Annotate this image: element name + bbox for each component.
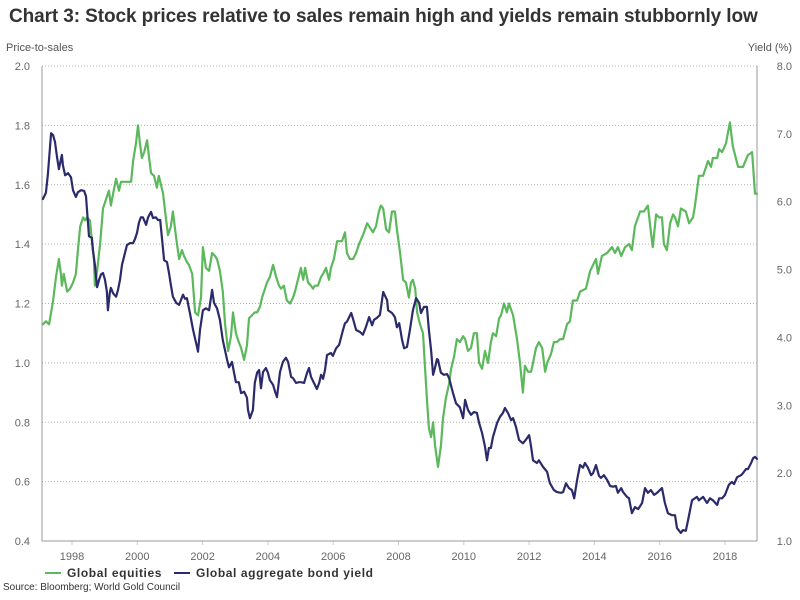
axes [41,66,758,545]
y2-tick-label: 8.0 [777,61,792,73]
left-axis-title: Price-to-sales [6,42,74,54]
y2-tick-label: 7.0 [777,129,792,141]
x-tick-label: 1998 [60,551,84,563]
legend: Global equities Global aggregate bond yi… [45,566,386,580]
series-line-global-equities [41,121,759,468]
y2-tick-label: 4.0 [777,332,792,344]
source-note: Source: Bloomberg; World Gold Council [3,582,181,593]
x-tick-label: 2012 [517,551,541,563]
x-tick-label: 2004 [256,551,280,563]
x-tick-label: 2010 [452,551,476,563]
legend-swatch-bond-yield [174,572,191,574]
x-tick-label: 2014 [582,551,606,563]
y-tick-label: 0.4 [15,536,30,548]
x-tick-label: 2006 [321,551,345,563]
x-tick-label: 2016 [647,551,671,563]
y2-tick-label: 2.0 [777,468,792,480]
y-tick-label: 1.4 [15,239,30,251]
y-tick-label: 1.0 [15,358,30,370]
series-line-global-aggregate-bond-yield [41,132,759,535]
x-tick-label: 2008 [386,551,410,563]
legend-item-global-equities: Global equities [45,566,162,580]
legend-item-bond-yield: Global aggregate bond yield [174,566,374,580]
y2-tick-label: 5.0 [777,265,792,277]
y2-tick-label: 3.0 [777,400,792,412]
y2-tick-label: 1.0 [777,536,792,548]
y-tick-label: 1.8 [15,120,30,132]
legend-label-bond-yield: Global aggregate bond yield [196,566,374,580]
chart-title: Chart 3: Stock prices relative to sales … [9,6,758,27]
tick-labels: 2.0 1.8 1.6 1.4 1.2 1.0 0.8 0.6 0.4 8.0 7.0 6.0 5.0 4… [15,61,792,563]
series-lines [41,121,759,535]
y-tick-label: 1.2 [15,299,30,311]
x-tick-label: 2000 [125,551,149,563]
x-tick-label: 2002 [190,551,214,563]
legend-label-equities: Global equities [67,566,163,580]
gridlines [42,65,757,483]
y-tick-label: 0.6 [15,477,30,489]
y2-tick-label: 6.0 [777,197,792,209]
y-tick-label: 2.0 [15,61,30,73]
y-tick-label: 0.8 [15,417,30,429]
legend-swatch-equities [45,572,61,574]
right-axis-title: Yield (%) [747,42,792,54]
x-tick-label: 2018 [713,551,737,563]
y-tick-label: 1.6 [15,180,30,192]
